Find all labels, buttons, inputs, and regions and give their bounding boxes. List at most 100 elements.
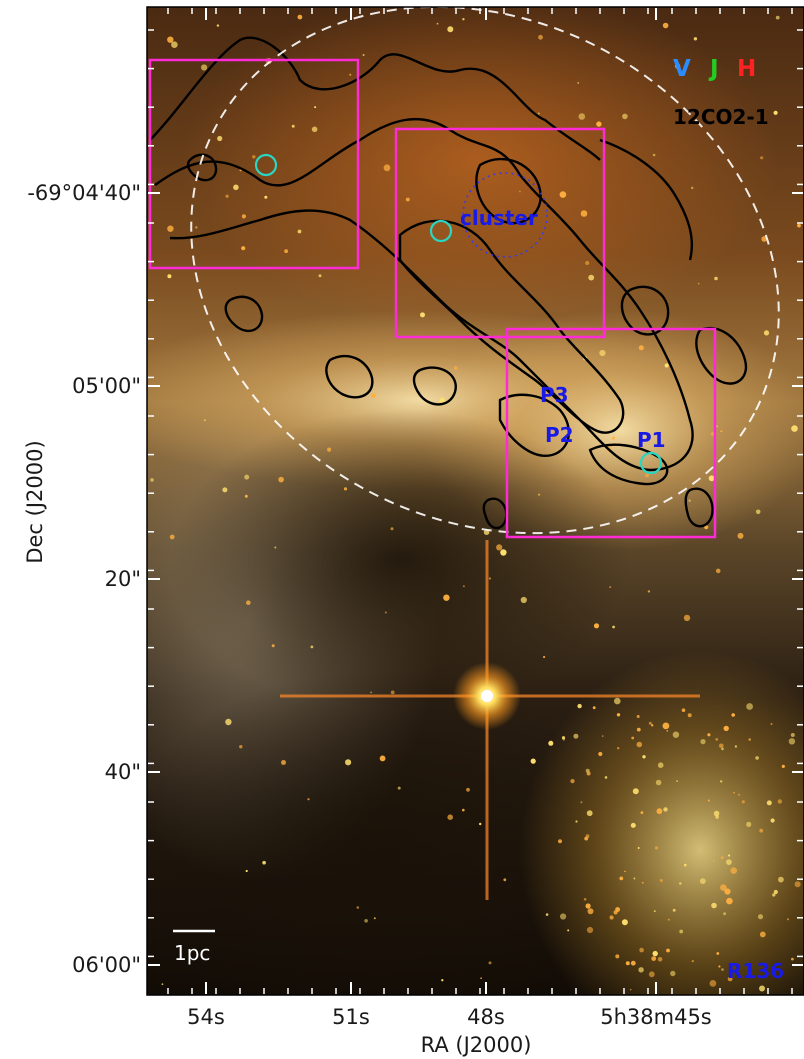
star bbox=[520, 596, 527, 604]
star bbox=[390, 527, 394, 531]
star bbox=[738, 793, 741, 796]
star bbox=[727, 976, 733, 982]
star bbox=[713, 810, 720, 817]
star bbox=[161, 983, 164, 986]
star bbox=[284, 249, 288, 254]
star bbox=[674, 63, 681, 69]
star bbox=[755, 756, 759, 760]
star bbox=[723, 725, 729, 732]
star bbox=[730, 867, 737, 874]
star bbox=[327, 447, 332, 452]
star bbox=[274, 546, 277, 549]
star bbox=[371, 393, 376, 398]
star bbox=[788, 738, 796, 745]
star bbox=[195, 226, 198, 229]
star bbox=[630, 822, 636, 828]
region-box-2 bbox=[394, 127, 606, 339]
star bbox=[679, 117, 683, 121]
star bbox=[370, 691, 372, 694]
star bbox=[601, 735, 604, 737]
star bbox=[559, 191, 567, 198]
star bbox=[637, 847, 640, 849]
star bbox=[652, 153, 656, 157]
star bbox=[580, 801, 583, 804]
star bbox=[683, 863, 687, 867]
star bbox=[245, 869, 248, 873]
star bbox=[405, 197, 410, 202]
star bbox=[615, 907, 620, 912]
x-tick-label-3: 48s bbox=[467, 1005, 505, 1029]
star bbox=[241, 214, 246, 219]
star bbox=[364, 919, 368, 923]
star bbox=[171, 41, 178, 48]
star bbox=[596, 121, 602, 127]
p2-label: P2 bbox=[545, 423, 574, 447]
star bbox=[716, 425, 718, 428]
star bbox=[167, 225, 174, 232]
dark-cloud-center bbox=[170, 410, 630, 710]
star bbox=[655, 779, 662, 786]
star bbox=[500, 549, 507, 556]
star bbox=[447, 814, 454, 820]
star bbox=[593, 623, 600, 629]
star bbox=[577, 703, 582, 709]
star bbox=[262, 860, 266, 865]
star bbox=[654, 846, 659, 850]
star bbox=[598, 751, 603, 757]
star bbox=[766, 800, 772, 806]
star bbox=[624, 870, 626, 873]
star bbox=[640, 811, 644, 814]
star bbox=[575, 820, 578, 823]
star bbox=[659, 879, 663, 882]
star bbox=[642, 755, 646, 759]
r136-label: R136 bbox=[727, 959, 784, 983]
star bbox=[310, 645, 314, 649]
star bbox=[770, 818, 775, 823]
star bbox=[693, 37, 698, 41]
star bbox=[638, 345, 644, 351]
star bbox=[670, 970, 676, 977]
star bbox=[621, 919, 628, 926]
star bbox=[679, 929, 684, 934]
star bbox=[612, 625, 615, 629]
star bbox=[791, 957, 794, 961]
star bbox=[691, 186, 694, 190]
star bbox=[777, 799, 782, 804]
star bbox=[636, 741, 643, 748]
co-contour-blob-b bbox=[620, 285, 670, 336]
star bbox=[271, 644, 275, 648]
star bbox=[636, 727, 641, 732]
co-contour-outer-upper bbox=[149, 36, 601, 161]
image-panel: cluster P3 P2 P1 R136 V J H 12CO2-1 1pc bbox=[147, 7, 804, 995]
star bbox=[676, 780, 678, 782]
legend-j: J bbox=[708, 56, 719, 82]
star bbox=[708, 475, 715, 482]
star bbox=[343, 487, 348, 491]
co-contour-blob-a bbox=[475, 157, 542, 225]
star bbox=[441, 979, 444, 982]
star bbox=[453, 366, 458, 370]
co-contour-blob-e bbox=[482, 497, 508, 530]
star bbox=[794, 881, 801, 888]
star bbox=[538, 493, 541, 496]
star bbox=[734, 745, 738, 748]
dark-cloud-lower bbox=[147, 670, 640, 995]
co-contour-blob-d bbox=[684, 487, 714, 528]
star bbox=[709, 980, 717, 987]
star bbox=[716, 952, 720, 955]
star bbox=[297, 229, 302, 234]
star bbox=[314, 106, 317, 109]
star bbox=[349, 73, 352, 76]
star bbox=[578, 113, 586, 120]
star bbox=[683, 614, 691, 622]
co-contour-blob-h bbox=[412, 366, 457, 406]
star bbox=[645, 473, 650, 478]
star bbox=[697, 282, 700, 285]
star bbox=[760, 156, 764, 160]
star bbox=[662, 22, 669, 29]
star bbox=[390, 690, 395, 695]
star bbox=[781, 764, 785, 769]
star bbox=[699, 878, 706, 884]
star bbox=[755, 509, 761, 515]
star bbox=[648, 971, 655, 978]
